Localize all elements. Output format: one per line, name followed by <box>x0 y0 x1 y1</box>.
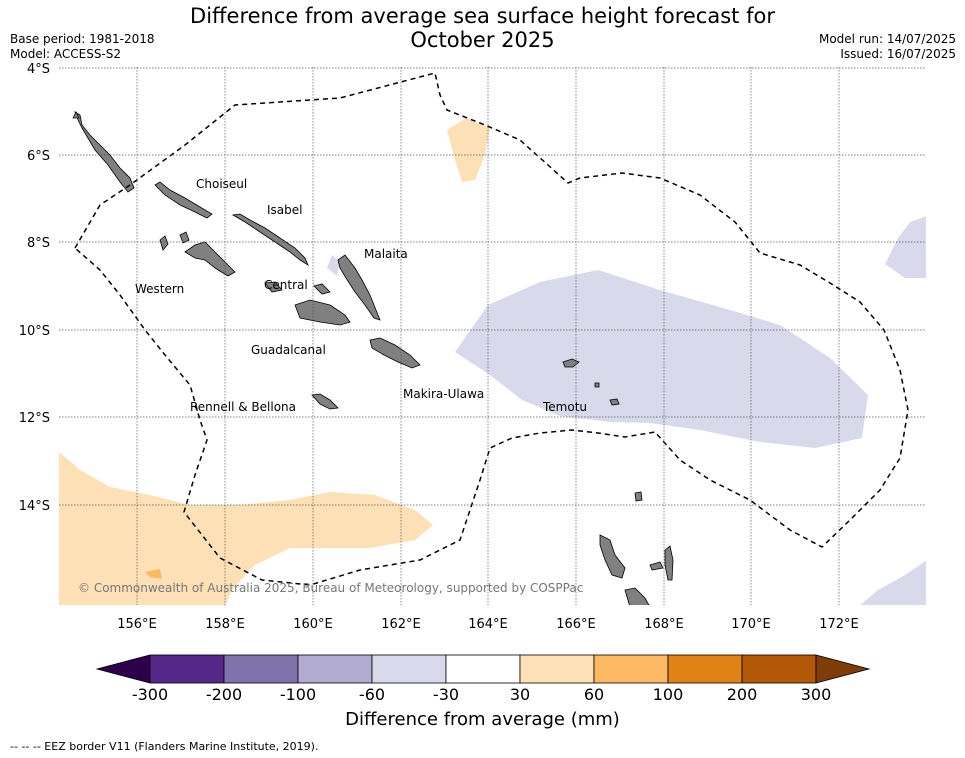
base-period: Base period: 1981-2018 <box>10 32 155 46</box>
new-georgia-group <box>184 241 236 277</box>
colorbar-extend-low <box>95 654 151 684</box>
colorbar-swatch <box>223 654 299 684</box>
colorbar-swatch <box>741 654 817 684</box>
choiseul-island <box>74 111 135 193</box>
copyright-notice: © Commonwealth of Australia 2025, Bureau… <box>78 581 583 595</box>
colorbar-label: -60 <box>358 685 386 704</box>
eez-border <box>74 72 909 586</box>
colorbar-label: -200 <box>205 685 243 704</box>
lon-label: 166°E <box>556 617 596 632</box>
anomaly-negative-small <box>327 255 340 276</box>
colorbar-swatch <box>371 654 447 684</box>
eez-legend: -- -- -- EEZ border V11 (Flanders Marine… <box>10 740 319 753</box>
region-label-isabel: Isabel <box>267 203 302 217</box>
colorbar <box>95 654 871 684</box>
region-labels: Choiseul Isabel Malaita Western Central … <box>135 177 587 414</box>
lat-label: 6°S <box>27 149 50 164</box>
colorbar-label: -100 <box>279 685 317 704</box>
region-label-rennell-bellona: Rennell & Bellona <box>190 400 296 414</box>
isabel-island <box>231 213 309 267</box>
colorbar-title: Difference from average (mm) <box>345 709 620 730</box>
guadalcanal-island <box>294 299 351 326</box>
model-name: Model: ACCESS-S2 <box>10 47 122 61</box>
colorbar-label: 100 <box>652 685 684 704</box>
banks-islands <box>634 491 643 502</box>
anomaly-negative-east <box>885 216 926 278</box>
malaita-island <box>337 254 381 321</box>
colorbar-swatch <box>667 654 743 684</box>
colorbar-swatch <box>519 654 595 684</box>
santa-isabel-west <box>154 181 213 219</box>
vanikoro <box>609 398 620 406</box>
russell-islands <box>264 281 283 293</box>
anomaly-positive-medium <box>145 569 162 579</box>
florida-islands <box>313 283 331 295</box>
colorbar-swatch <box>445 654 521 684</box>
region-label-malaita: Malaita <box>364 247 408 261</box>
vella-lavella <box>159 235 169 251</box>
lon-label: 158°E <box>205 617 245 632</box>
utupua-small <box>594 382 600 388</box>
region-label-temotu: Temotu <box>542 400 587 414</box>
lon-label: 156°E <box>117 617 157 632</box>
colorbar-swatch <box>297 654 373 684</box>
colorbar-label: -300 <box>131 685 169 704</box>
colorbar-label: 60 <box>583 685 605 704</box>
map-title: Difference from average sea surface heig… <box>0 4 965 52</box>
maewo <box>664 545 674 581</box>
lat-label: 12°S <box>19 411 50 426</box>
region-label-guadalcanal: Guadalcanal <box>251 343 326 357</box>
colorbar-extend-high <box>815 654 871 684</box>
gridlines <box>59 67 926 605</box>
colorbar-swatch <box>149 654 225 684</box>
choiseul-small <box>72 111 80 119</box>
lon-label: 170°E <box>731 617 771 632</box>
anomaly-negative-central <box>455 270 868 448</box>
makira-island <box>369 337 421 369</box>
region-label-makira-ulawa: Makira-Ulawa <box>403 387 484 401</box>
longitude-labels: 156°E 158°E 160°E 162°E 164°E 166°E 168°… <box>117 617 859 632</box>
anomaly-positive-north <box>447 118 490 182</box>
lat-label: 14°S <box>19 499 50 514</box>
colorbar-swatch <box>593 654 669 684</box>
colorbar-label: -30 <box>432 685 460 704</box>
colorbar-label: 30 <box>509 685 531 704</box>
latitude-labels: 4°S 6°S 8°S 10°S 12°S 14°S <box>19 62 50 514</box>
issued-date: Issued: 16/07/2025 <box>840 47 956 61</box>
anomaly-positive-south <box>59 452 433 605</box>
espiritu-santo <box>599 534 626 579</box>
lon-label: 168°E <box>644 617 684 632</box>
ambae <box>649 561 664 571</box>
model-info: Base period: 1981-2018 Model: ACCESS-S2 <box>10 32 155 62</box>
lon-label: 160°E <box>293 617 333 632</box>
title-line-2: October 2025 <box>410 28 555 52</box>
anomaly-shading <box>59 118 926 605</box>
rennell-island <box>311 393 339 410</box>
lon-label: 162°E <box>381 617 421 632</box>
model-run: Model run: 14/07/2025 <box>818 32 956 46</box>
lat-label: 8°S <box>27 236 50 251</box>
islands <box>72 111 674 605</box>
malakula <box>624 587 650 605</box>
run-info: Model run: 14/07/2025 Issued: 16/07/2025 <box>819 32 956 62</box>
map-area <box>59 72 926 605</box>
title-line-1: Difference from average sea surface heig… <box>190 4 775 28</box>
region-label-central: Central <box>264 278 308 292</box>
colorbar-label: 300 <box>800 685 832 704</box>
lat-label: 4°S <box>27 62 50 77</box>
lat-label: 10°S <box>19 324 50 339</box>
kolombangara <box>179 231 190 244</box>
anomaly-negative-southeast <box>860 560 926 605</box>
region-label-choiseul: Choiseul <box>196 177 247 191</box>
region-label-western: Western <box>135 282 184 296</box>
lon-label: 164°E <box>468 617 508 632</box>
colorbar-label: 200 <box>726 685 758 704</box>
lon-label: 172°E <box>819 617 859 632</box>
